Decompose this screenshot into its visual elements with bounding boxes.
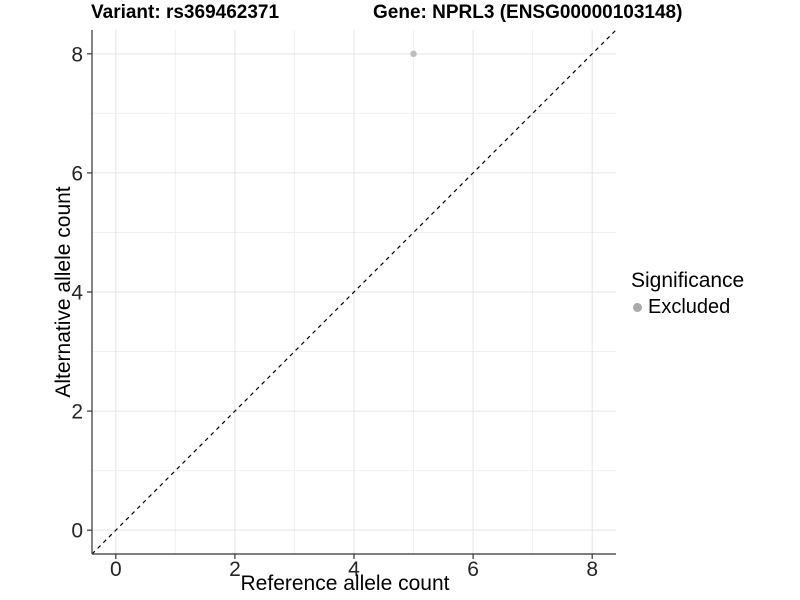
- identity-line-group: [91, 29, 617, 555]
- y-tick-label: 4: [71, 282, 83, 305]
- identity-line: [91, 29, 617, 555]
- y-tick-label: 2: [71, 401, 83, 424]
- x-tick-label: 4: [348, 558, 360, 581]
- legend-point-icon: [633, 303, 642, 312]
- data-points: [410, 50, 417, 58]
- y-axis-title: Alternative allele count: [52, 186, 75, 398]
- y-tick-label: 0: [71, 520, 83, 543]
- axis-tick-labels: 0 2 4 6 8 0 2 4 6 8: [71, 43, 598, 581]
- x-tick-label: 0: [110, 558, 122, 581]
- data-point: [410, 50, 417, 58]
- legend-title: Significance: [631, 269, 745, 292]
- y-tick-label: 8: [71, 43, 83, 66]
- plot-title-variant: Variant: rs369462371: [91, 2, 280, 23]
- axis-ticks: [87, 53, 593, 559]
- x-tick-label: 2: [229, 558, 241, 581]
- x-tick-label: 6: [467, 558, 479, 581]
- x-axis-title: Reference allele count: [240, 572, 450, 595]
- legend-entry-excluded: Excluded: [631, 296, 744, 319]
- x-tick-label: 8: [586, 558, 598, 581]
- y-tick-label: 6: [71, 162, 83, 185]
- legend: Significance Excluded: [631, 269, 744, 319]
- plot-title-gene: Gene: NPRL3 (ENSG00000103148): [373, 2, 683, 23]
- legend-entry-label: Excluded: [648, 296, 731, 318]
